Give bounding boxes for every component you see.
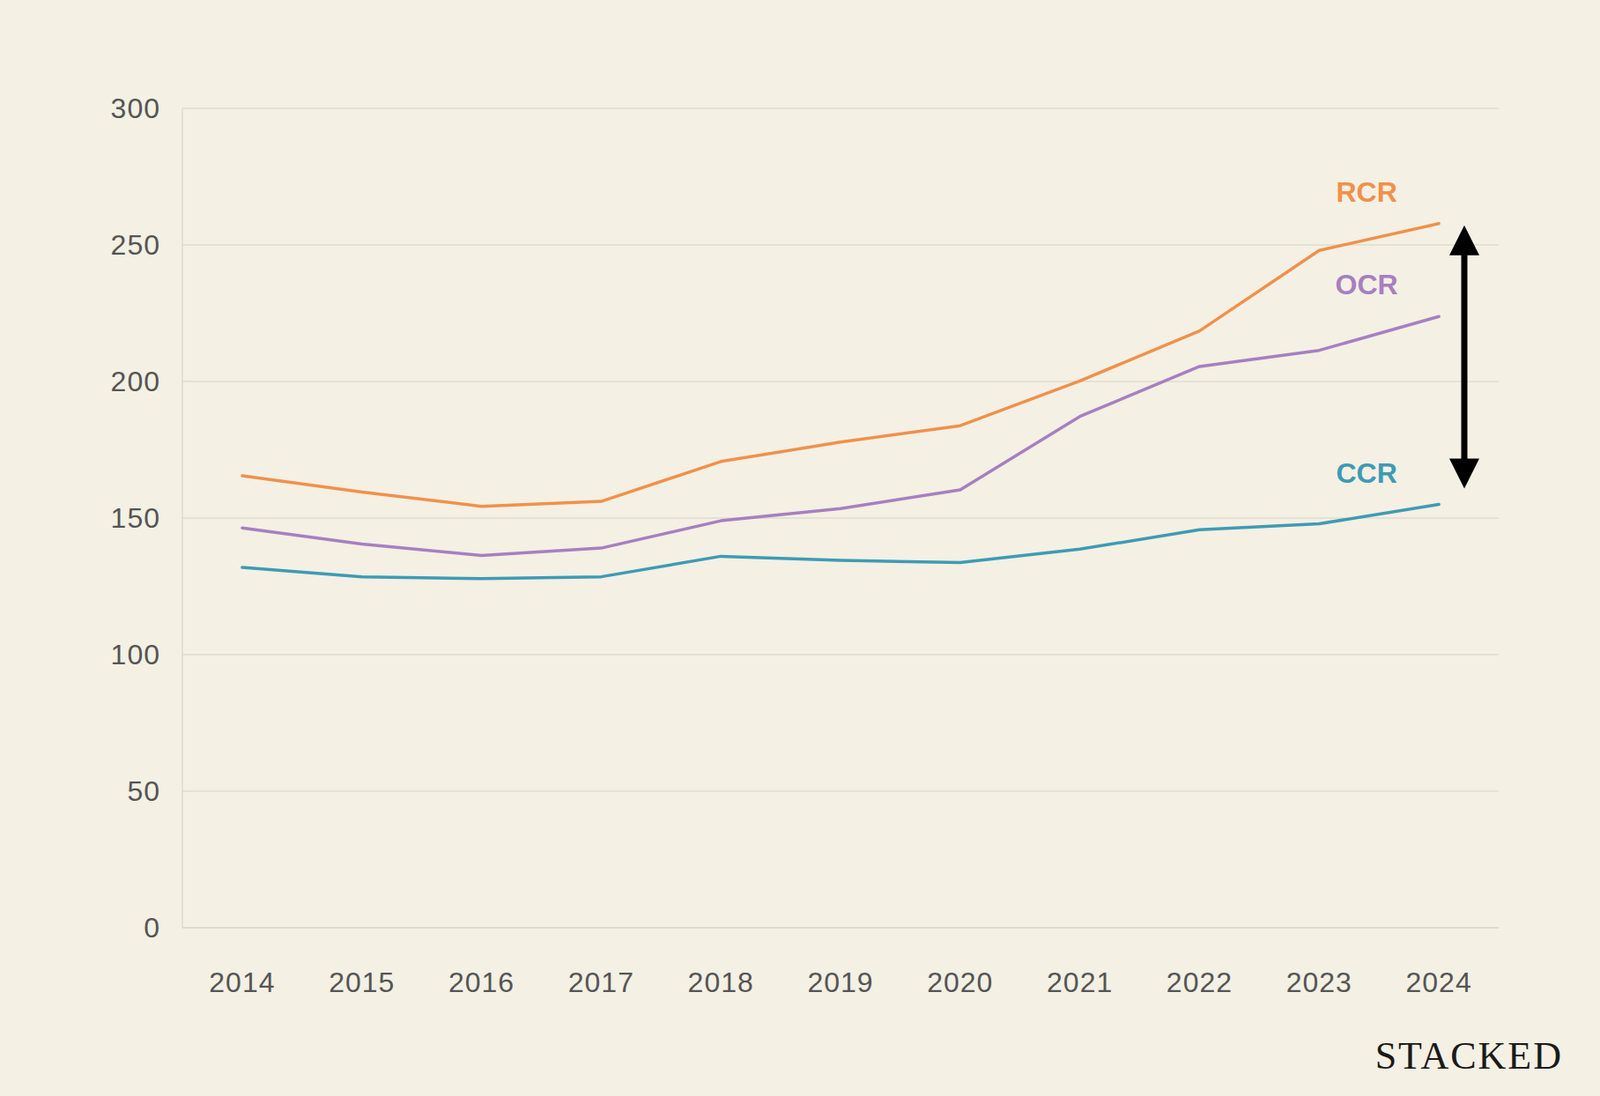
y-tick-label: 0 bbox=[143, 911, 161, 944]
y-tick-label: 250 bbox=[111, 229, 161, 261]
background bbox=[0, 0, 1600, 1096]
series-label: RCR bbox=[1335, 176, 1397, 208]
y-tick-label: 100 bbox=[111, 638, 161, 671]
x-tick-label: 2018 bbox=[688, 966, 755, 999]
plot-area bbox=[242, 223, 1439, 579]
series-label: OCR bbox=[1335, 268, 1399, 301]
grid-line bbox=[182, 790, 1499, 792]
grid-line bbox=[182, 380, 1499, 382]
line-0 bbox=[242, 223, 1439, 507]
series-label: CCR bbox=[1335, 457, 1397, 489]
x-tick-label: 2023 bbox=[1286, 966, 1353, 999]
grid-line bbox=[182, 244, 1499, 245]
x-tick-label: 2022 bbox=[1166, 966, 1233, 999]
x-tick-label: 2017 bbox=[568, 966, 635, 999]
x-tick-label: 2021 bbox=[1046, 966, 1113, 999]
chart: 0 50 100 150 200 250 300 2014 2015 2016 2017 2018 20… bbox=[0, 0, 1600, 1096]
x-tick-label: 2024 bbox=[1405, 966, 1472, 999]
y-tick-label: 300 bbox=[111, 92, 161, 125]
x-axis-line bbox=[182, 926, 1499, 928]
grid-line bbox=[182, 926, 1499, 928]
line-2 bbox=[242, 504, 1439, 579]
line-1 bbox=[242, 316, 1439, 556]
y-tick-label: 150 bbox=[111, 502, 161, 534]
y-tick-label: 50 bbox=[126, 775, 161, 808]
x-tick-label: 2020 bbox=[926, 966, 993, 999]
grid-line bbox=[182, 653, 1499, 655]
gap-arrow bbox=[1449, 225, 1480, 489]
y-tick-label: 200 bbox=[111, 365, 161, 398]
x-tick-label: 2019 bbox=[807, 966, 874, 999]
x-tick-label: 2014 bbox=[208, 966, 275, 999]
grid-line bbox=[182, 107, 1499, 109]
y-axis-line bbox=[181, 108, 183, 928]
x-tick-label: 2015 bbox=[328, 966, 395, 999]
watermark: STACKED bbox=[1375, 1034, 1563, 1078]
x-tick-label: 2016 bbox=[448, 966, 515, 999]
grid-line bbox=[182, 517, 1499, 519]
